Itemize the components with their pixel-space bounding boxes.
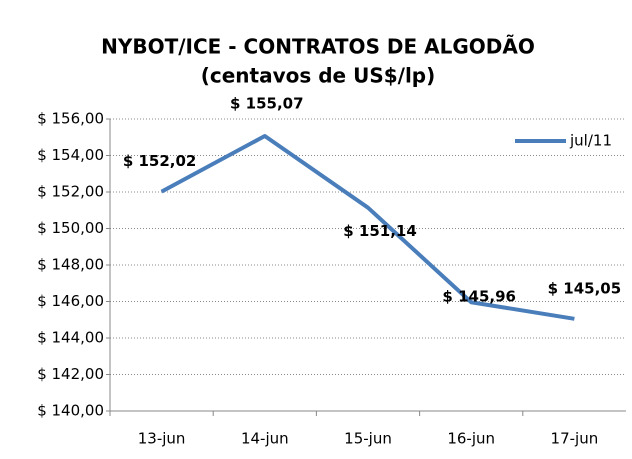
legend-label: jul/11 xyxy=(569,132,612,150)
x-tick-label: 13-jun xyxy=(138,430,186,448)
x-tick-label: 14-jun xyxy=(241,430,289,448)
y-tick-label: $ 148,00 xyxy=(37,256,104,274)
chart-title: NYBOT/ICE - CONTRATOS DE ALGODÃO xyxy=(101,35,535,59)
x-tick-label: 17-jun xyxy=(551,430,599,448)
data-label: $ 151,14 xyxy=(343,222,417,240)
y-tick-label: $ 142,00 xyxy=(37,365,104,383)
chart-subtitle: (centavos de US$/lp) xyxy=(201,64,436,88)
y-tick-label: $ 144,00 xyxy=(37,329,104,347)
x-tick-label: 16-jun xyxy=(447,430,495,448)
y-tick-label: $ 150,00 xyxy=(37,219,104,237)
data-label: $ 145,05 xyxy=(548,279,622,297)
x-tick-label: 15-jun xyxy=(344,430,392,448)
y-tick-label: $ 156,00 xyxy=(37,110,104,128)
y-tick-label: $ 152,00 xyxy=(37,183,104,201)
y-tick-label: $ 154,00 xyxy=(37,146,104,164)
series-line xyxy=(160,133,575,321)
data-label: $ 145,96 xyxy=(442,288,516,306)
y-tick-label: $ 146,00 xyxy=(37,292,104,310)
data-label: $ 152,02 xyxy=(123,152,197,170)
y-tick-label: $ 140,00 xyxy=(37,402,104,420)
data-label: $ 155,07 xyxy=(230,94,304,112)
